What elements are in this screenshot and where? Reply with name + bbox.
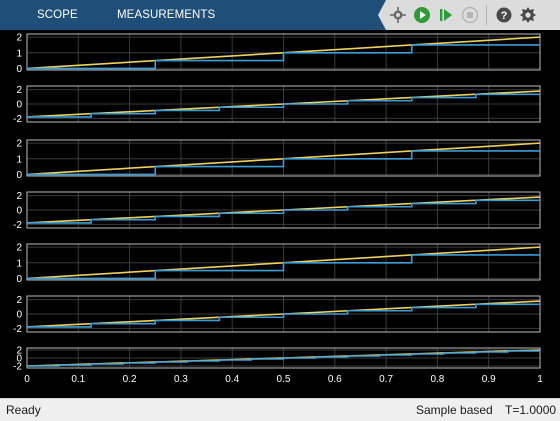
axes-frame [26, 139, 541, 177]
y-tick-label: 1 [16, 154, 22, 165]
status-sample-mode: Sample based [416, 403, 493, 417]
status-bar: Ready Sample based T=1.0000 [0, 398, 560, 421]
y-tick-label: 2 [16, 85, 22, 96]
signal-line-output [27, 150, 540, 176]
scope-display[interactable]: 0 1 2 -2 0 2 0 1 2 -2 0 2 0 1 2 -2 0 2 -2 0 2 0 0.1 0.2 0.3 0.4 0.… [0, 30, 560, 398]
x-tick-label: 0.6 [328, 374, 342, 385]
scope-axes-5[interactable]: 0 1 2 [16, 243, 541, 285]
signal-line-output [27, 254, 540, 280]
axes-frame [26, 33, 541, 71]
axes-frame [26, 85, 541, 123]
quick-access-toolbar: ? [378, 0, 560, 30]
signal-line-output [27, 199, 540, 224]
svg-text:?: ? [501, 10, 508, 22]
x-tick-label: 0 [24, 374, 30, 385]
signal-line-output [27, 350, 540, 367]
y-tick-label: 2 [16, 139, 22, 150]
help-icon[interactable]: ? [494, 5, 514, 25]
scope-axes-2[interactable]: -2 0 2 [13, 85, 541, 125]
y-tick-label: 2 [16, 33, 22, 44]
x-tick-label: 0.3 [174, 374, 188, 385]
y-tick-label: -2 [13, 220, 22, 231]
toolbar-separator [486, 5, 487, 25]
axes-frame [26, 295, 541, 333]
run-icon[interactable] [412, 5, 432, 25]
signal-line-output [27, 44, 540, 70]
x-tick-label: 0.7 [379, 374, 393, 385]
x-tick-label: 0.4 [225, 374, 239, 385]
scope-axes-1[interactable]: 0 1 2 [16, 33, 541, 75]
scope-axes-3[interactable]: 0 1 2 [16, 139, 541, 181]
scope-axes-6[interactable]: -2 0 2 [13, 295, 541, 335]
y-tick-label: 0 [16, 64, 22, 75]
y-tick-label: -2 [13, 362, 22, 373]
y-tick-label: -2 [13, 114, 22, 125]
x-tick-label: 1 [537, 374, 543, 385]
y-tick-label: 0 [16, 170, 22, 181]
tab-scope[interactable]: SCOPE [37, 9, 78, 21]
stop-icon[interactable] [460, 5, 480, 25]
x-tick-label: 0.5 [277, 374, 291, 385]
y-tick-label: 0 [16, 310, 22, 321]
x-tick-label: 0.2 [123, 374, 137, 385]
toolstrip-tabs: SCOPE MEASUREMENTS [0, 0, 560, 30]
y-tick-label: 0 [16, 274, 22, 285]
signal-line-output [27, 93, 540, 118]
signal-line-output [27, 303, 540, 328]
y-tick-label: 0 [16, 100, 22, 111]
status-ready-text: Ready [6, 403, 41, 417]
y-tick-label: 2 [16, 295, 22, 306]
y-tick-label: 2 [16, 346, 22, 357]
highlight-blocks-icon[interactable] [388, 5, 408, 25]
tab-measurements[interactable]: MEASUREMENTS [117, 9, 216, 21]
y-tick-label: 0 [16, 206, 22, 217]
axes-frame [26, 191, 541, 229]
x-tick-label: 0.9 [482, 374, 496, 385]
y-tick-label: 1 [16, 48, 22, 59]
x-tick-label: 0.1 [71, 374, 85, 385]
step-forward-icon[interactable] [436, 5, 456, 25]
status-time: T=1.0000 [505, 403, 557, 417]
y-tick-label: 0 [16, 354, 22, 365]
x-tick-label: 0.8 [430, 374, 444, 385]
settings-icon[interactable] [518, 5, 538, 25]
y-tick-label: 2 [16, 191, 22, 202]
y-tick-label: 2 [16, 243, 22, 254]
y-tick-label: -2 [13, 324, 22, 335]
axes-frame [26, 243, 541, 281]
y-tick-label: 1 [16, 258, 22, 269]
axes-frame [26, 347, 541, 369]
scope-axes-4[interactable]: -2 0 2 [13, 191, 541, 231]
